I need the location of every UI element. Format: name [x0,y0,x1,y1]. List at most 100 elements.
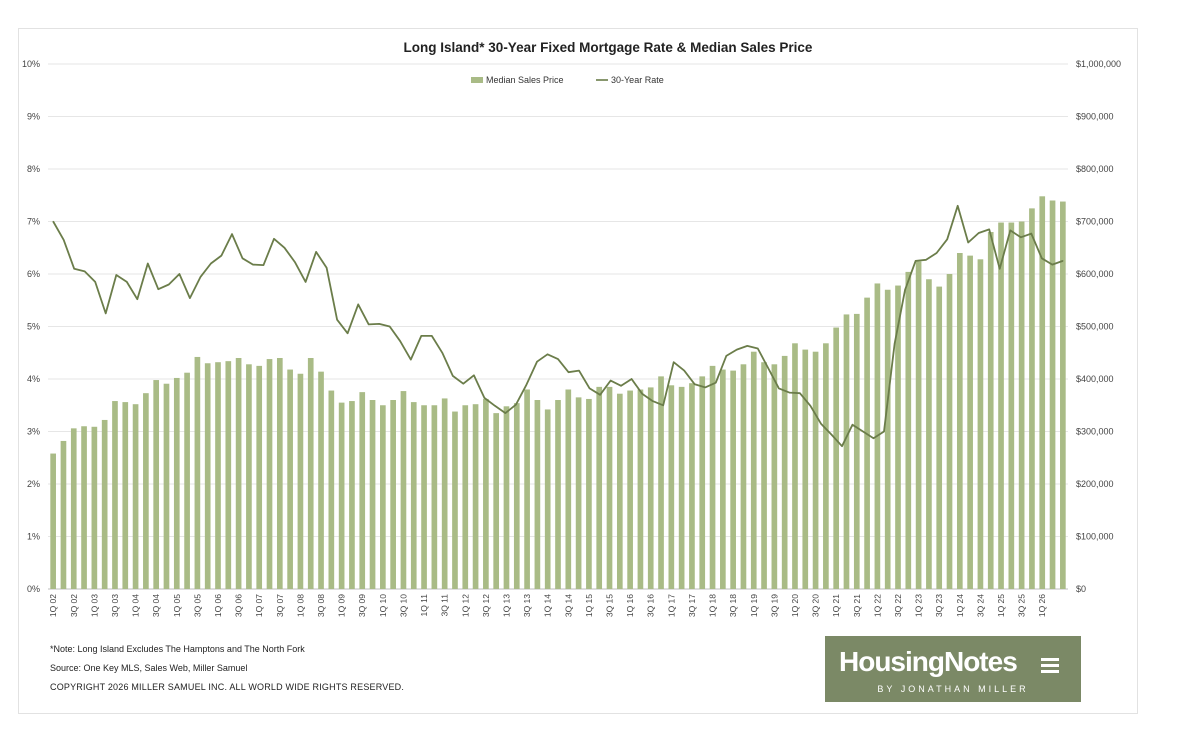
x-tick-label: 1Q 12 [460,594,470,617]
price-bar [956,253,963,589]
x-tick-label: 3Q 16 [646,594,656,617]
x-tick-label: 3Q 14 [563,594,573,617]
x-tick-label: 1Q 06 [213,594,223,617]
y-left-tick-label: 6% [27,269,40,279]
price-bar [1049,200,1056,589]
rate-point [704,386,706,388]
rate-point [1020,236,1022,238]
y-right-tick-label: $500,000 [1076,322,1114,332]
rate-point [641,393,643,395]
x-tick-label: 3Q 06 [234,594,244,617]
x-tick-label: 1Q 09 [337,594,347,617]
x-tick-label: 1Q 23 [914,594,924,617]
rate-point [63,239,65,241]
price-bar [678,386,685,589]
x-axis: 1Q 02 3Q 02 1Q 03 3Q 03 1Q 04 3Q 04 1Q 05 3Q 05… [48,594,1047,617]
price-bar [596,386,603,589]
price-bar [977,259,984,589]
rate-point [736,349,738,351]
x-tick-label: 1Q 14 [543,594,553,617]
logo-sub-text: BY JONATHAN MILLER [877,684,1029,694]
price-bar [91,426,98,589]
rate-point [336,319,338,321]
chart-title: Long Island* 30-Year Fixed Mortgage Rate… [403,40,813,55]
rate-point [599,394,601,396]
price-bar [50,453,56,589]
x-tick-label: 1Q 07 [254,594,264,617]
x-tick-label: 1Q 21 [831,594,841,617]
price-bar [812,351,819,589]
y-right-tick-label: $1,000,000 [1076,59,1121,69]
price-bar [122,402,129,589]
rate-point [1041,257,1043,259]
logo-main-text: HousingNotes [839,646,1018,677]
price-bar [555,400,561,589]
rate-point [525,384,528,386]
x-tick-label: 1Q 03 [89,594,99,617]
left-axis: 0% 1% 2% 3% 4% 5% 6% 7% 8% 9% 10% [22,59,40,594]
price-bar [70,428,77,589]
x-tick-label: 3Q 18 [728,594,738,617]
price-bar [359,392,366,589]
legend: Median Sales Price 30-Year Rate [471,75,664,85]
rate-point [410,358,412,361]
x-tick-label: 3Q 08 [316,594,326,617]
rate-point [294,261,296,264]
price-bar [1018,221,1025,589]
price-bar [132,404,139,589]
y-left-tick-label: 4% [27,374,40,384]
rate-point [715,382,717,384]
rate-point [136,298,138,300]
price-bar [493,413,500,589]
price-bar [823,343,829,589]
x-tick-label: 1Q 19 [749,594,759,617]
rate-point [210,262,212,265]
rate-point [1051,263,1053,266]
x-tick-label: 3Q 25 [1017,594,1027,617]
price-bar [112,401,118,589]
rate-point [883,430,885,433]
housingnotes-logo: HousingNotes BY JONATHAN MILLER [825,636,1081,702]
footer-notes: *Note: Long Island Excludes The Hamptons… [50,640,404,697]
x-tick-label: 3Q 24 [975,594,985,617]
y-right-tick-label: $0 [1076,584,1086,594]
price-bar [637,389,644,589]
price-bar [936,286,943,589]
rate-point [946,238,948,240]
price-bar [483,398,489,589]
rate-point [631,378,633,380]
menu-lines-icon [1041,658,1059,676]
y-left-tick-label: 3% [27,427,40,437]
rate-point [262,264,265,266]
x-tick-label: 3Q 22 [893,594,903,617]
x-tick-label: 1Q 05 [172,594,182,617]
rate-point [620,385,622,387]
price-bar [709,365,716,589]
price-bar [235,358,242,589]
price-bar [833,327,840,589]
x-tick-label: 1Q 17 [666,594,676,617]
price-bar [338,402,345,589]
rate-point [851,424,854,426]
price-bar [276,358,283,589]
rate-point [809,405,812,407]
y-left-tick-label: 2% [27,479,40,489]
y-right-tick-label: $400,000 [1076,374,1114,384]
rate-point [273,238,275,240]
rate-point [778,387,780,390]
price-bar [380,405,386,589]
rate-point [567,371,570,373]
x-tick-label: 3Q 20 [811,594,821,617]
legend-swatch-price [471,77,483,83]
price-bar [256,365,263,589]
y-left-tick-label: 5% [27,322,40,332]
rate-point [746,345,748,347]
price-bar [1060,201,1066,590]
price-bar [503,406,510,589]
rate-point [326,267,328,269]
price-bar [266,359,273,589]
price-bar [452,411,458,589]
price-bar [60,440,67,589]
price-bar [853,313,860,589]
rate-point [662,404,664,406]
